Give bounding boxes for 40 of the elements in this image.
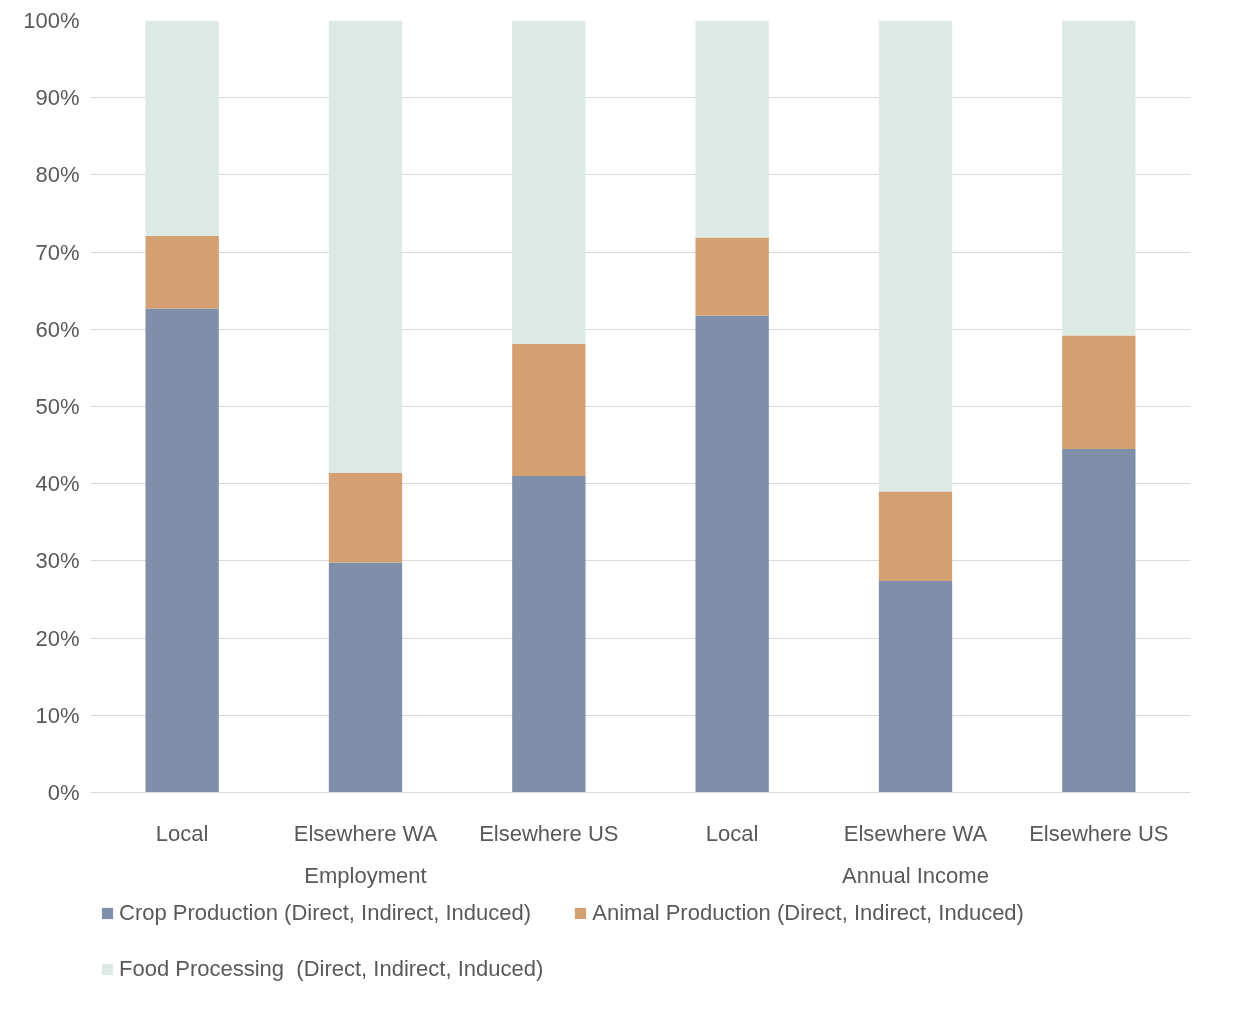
y-tick-label: 100% [23,8,80,33]
y-tick-label: 30% [35,548,80,574]
y-tick-label: 50% [35,394,80,419]
y-tick-label: 0% [47,780,80,805]
bar [1062,20,1136,336]
x-tick-label: Local [705,820,759,846]
bar [512,475,586,793]
y-tick-label: 10% [35,702,80,728]
x-tick-label: Elsewhere US [1029,820,1169,846]
legend-label: Food Processing (Direct, Indirect, Induced) [119,956,544,982]
bar [1062,335,1136,449]
bar [695,315,769,793]
bar [695,237,769,316]
bar [145,20,219,236]
bar [1062,448,1136,793]
bar [878,580,953,793]
bar [145,235,219,309]
bar [512,20,586,344]
y-tick-label: 60% [35,316,80,342]
bar [328,20,403,473]
y-tick-label: 90% [35,85,80,111]
text: Annual Income [842,862,989,888]
x-tick-label: Local [155,820,209,846]
bar [695,20,769,238]
y-tick-label: 20% [35,625,80,651]
y-tick-label: 80% [35,162,80,188]
y-tick-label: 40% [35,471,80,497]
legend-label: Animal Production (Direct, Indirect, Induced) [592,900,1024,926]
bar [145,308,219,793]
bar [878,491,953,581]
x-tick-label: Elsewhere US [479,820,619,846]
bar [878,20,953,492]
legend-label: Crop Production (Direct, Indirect, Induced) [119,900,532,926]
x-tick-label: Elsewhere WA [843,820,988,846]
bar [328,472,403,563]
text: Employment [304,862,427,888]
bar [328,562,403,793]
y-tick-label: 70% [35,239,80,265]
bar [512,343,586,476]
x-tick-label: Elsewhere WA [293,820,438,846]
